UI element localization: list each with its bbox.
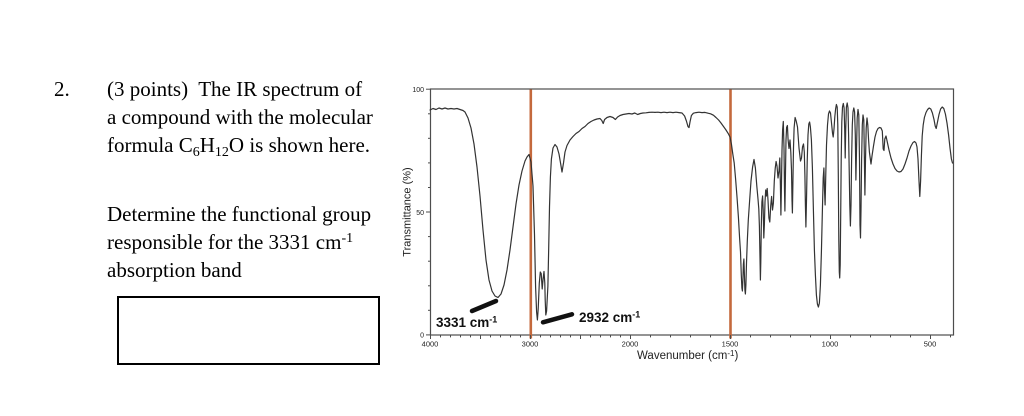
svg-text:4000: 4000 (422, 340, 439, 349)
svg-text:3331 cm-1: 3331 cm-1 (436, 315, 497, 331)
svg-text:2000: 2000 (622, 340, 639, 349)
svg-text:2932 cm-1: 2932 cm-1 (579, 310, 640, 326)
svg-text:3000: 3000 (522, 340, 539, 349)
svg-text:Transmittance (%): Transmittance (%) (402, 167, 414, 256)
svg-text:50: 50 (416, 210, 424, 217)
svg-text:Wavenumber (cm-1): Wavenumber (cm-1) (637, 349, 738, 362)
svg-text:1000: 1000 (822, 340, 839, 349)
svg-text:500: 500 (924, 340, 937, 349)
svg-text:0: 0 (420, 333, 424, 340)
svg-text:1500: 1500 (722, 340, 739, 349)
svg-text:100: 100 (412, 87, 424, 94)
